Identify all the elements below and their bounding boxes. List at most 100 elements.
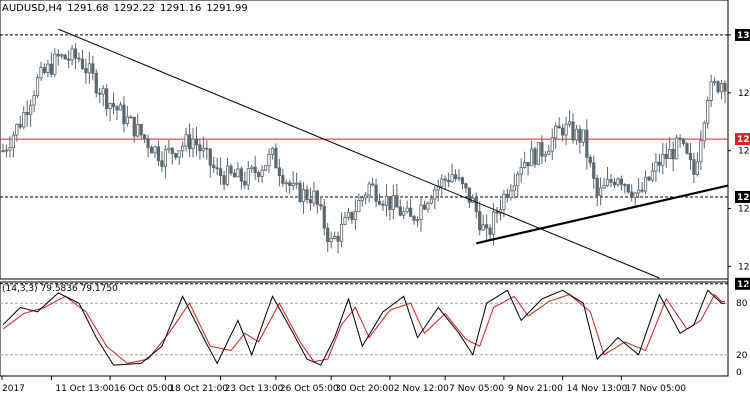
candle-body <box>319 204 323 207</box>
candle-body <box>488 227 492 235</box>
candle-body <box>174 153 178 158</box>
candle-body <box>49 63 53 75</box>
candle-body <box>70 48 74 61</box>
candle-body <box>253 166 257 174</box>
candle-body <box>619 178 623 185</box>
price-tag-label: 127 <box>737 193 750 203</box>
trendline-1 <box>476 184 729 245</box>
candle-body <box>336 236 340 242</box>
candle-body <box>146 138 150 148</box>
candle-body <box>25 112 29 116</box>
candle-body <box>578 128 582 143</box>
candle-body <box>719 82 724 93</box>
candle-body <box>364 194 368 199</box>
candle-body <box>460 177 465 185</box>
price-tick-label: 127 <box>738 205 750 215</box>
candle-body <box>371 183 375 186</box>
candle-body <box>447 179 451 183</box>
candle-body <box>564 123 568 136</box>
candle-body <box>464 183 468 189</box>
candle-body <box>315 190 319 205</box>
candle-body <box>350 211 354 220</box>
candle-body <box>567 121 572 125</box>
candle-body <box>605 179 610 186</box>
candle-body <box>429 198 433 204</box>
candle-body <box>505 193 509 198</box>
candle-body <box>308 199 313 204</box>
candle-body <box>536 142 541 165</box>
candle-body <box>523 162 527 168</box>
candle-body <box>153 146 157 154</box>
stoch-header: (14,3,3) 79.5836 79.1750 <box>2 284 118 294</box>
candle-body <box>170 147 174 154</box>
candle-body <box>108 103 112 109</box>
candle-body <box>467 187 471 203</box>
candle-body <box>474 197 478 212</box>
candle-body <box>219 168 223 177</box>
candle-body <box>516 173 520 187</box>
candle-body <box>263 165 268 171</box>
candle-body <box>630 191 634 198</box>
price-tick-label: 129 <box>738 89 750 99</box>
stoch-axis-label: 100 <box>736 282 750 292</box>
candle-body <box>322 205 326 229</box>
candle-body <box>377 200 382 205</box>
candle-body <box>1 150 5 153</box>
candle-body <box>554 125 558 139</box>
price-tag-label: 128 <box>737 135 750 145</box>
candle-body <box>167 147 171 151</box>
close-value: 1291.99 <box>206 3 248 14</box>
price-tick-label: 128 <box>738 147 750 157</box>
candle-body <box>415 219 420 221</box>
stoch-signal-line <box>2 293 725 364</box>
time-tick-label: 23 Oct 13:00 <box>225 384 284 394</box>
candle-body <box>529 148 534 167</box>
candle-body <box>60 54 64 57</box>
candle-body <box>115 106 119 111</box>
candle-body <box>595 177 599 197</box>
candle-body <box>412 216 416 221</box>
candle-body <box>526 162 530 167</box>
candle-body <box>284 182 288 185</box>
stoch-axis-label: 80 <box>736 299 748 309</box>
candle-body <box>443 178 447 181</box>
candle-body <box>650 170 655 181</box>
trendline-0 <box>58 28 660 279</box>
candle-body <box>637 189 641 194</box>
time-tick-label: 11 Oct 13:00 <box>55 384 114 394</box>
time-tick-label: 14 Nov 13:00 <box>567 384 628 394</box>
candle-body <box>98 92 102 95</box>
candle-body <box>132 116 136 137</box>
candle-body <box>706 100 710 124</box>
candle-body <box>485 224 489 229</box>
candle-body <box>495 211 499 214</box>
candle-body <box>419 204 423 220</box>
candle-body <box>654 161 658 172</box>
candle-body <box>77 57 81 60</box>
candle-body <box>657 161 661 166</box>
candle-body <box>612 181 617 186</box>
candle-body <box>643 176 648 192</box>
candle-body <box>122 104 126 125</box>
candle-body <box>177 150 181 158</box>
candle-body <box>63 54 67 60</box>
candle-body <box>723 82 727 92</box>
candle-body <box>450 174 454 183</box>
candle-body <box>35 77 40 97</box>
chart-header: AUDUSD,H4 1291.68 1292.22 1291.16 1291.99 <box>2 3 253 14</box>
candle-body <box>329 237 333 243</box>
candle-body <box>360 197 364 201</box>
candle-body <box>94 72 98 94</box>
candle-body <box>592 162 596 179</box>
candle-body <box>270 147 275 155</box>
candle-body <box>67 58 71 61</box>
candle-body <box>550 137 554 152</box>
candle-body <box>160 160 164 167</box>
candle-body <box>491 211 496 235</box>
candle-body <box>343 216 347 225</box>
candle-body <box>457 177 461 180</box>
candle-body <box>46 63 50 73</box>
time-tick-label: 16 Oct 05:00 <box>114 384 173 394</box>
